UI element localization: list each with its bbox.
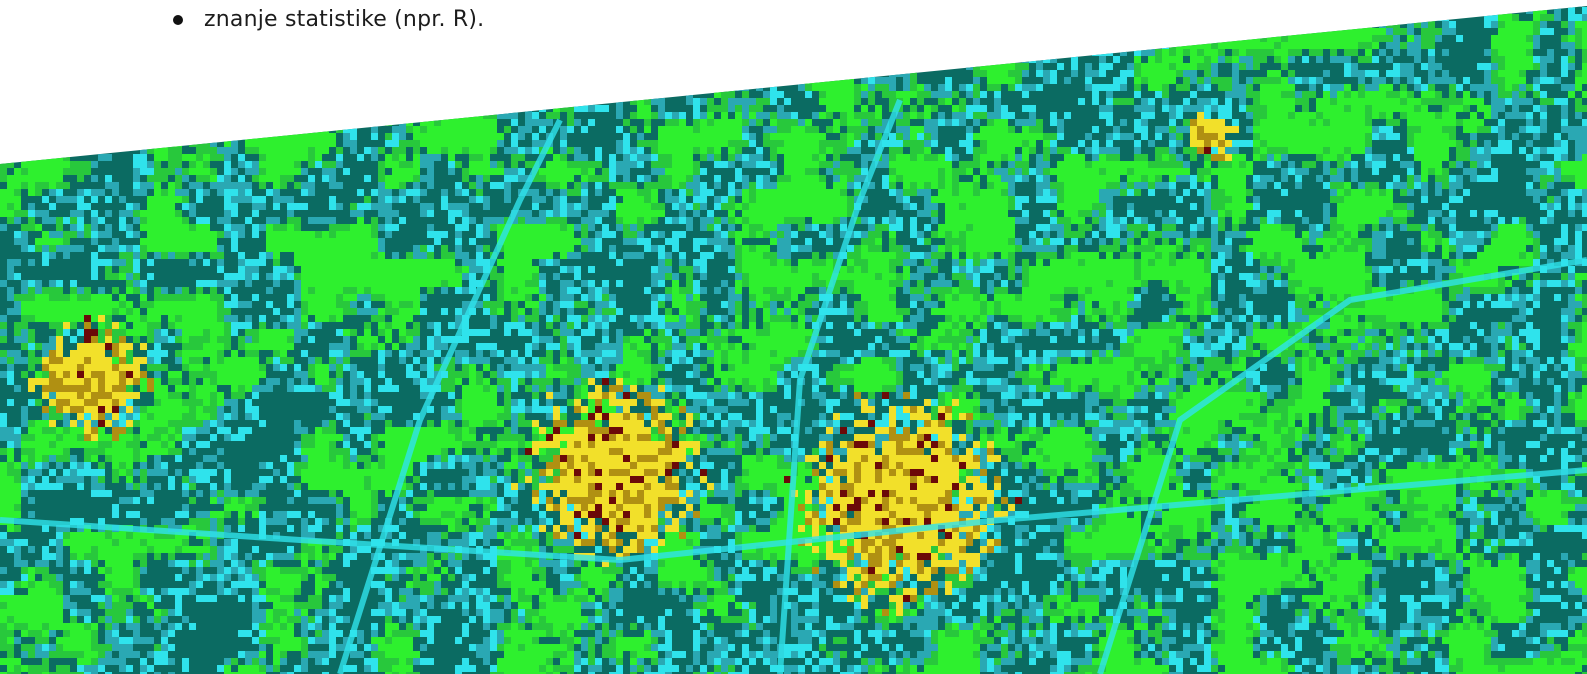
map-linear-feature: [0, 467, 1587, 564]
list-item: znanje statistike (npr. R).: [170, 4, 484, 36]
map-linear-feature: [777, 98, 903, 674]
requirements-list: znanje statistike (npr. R).: [170, 4, 484, 36]
bullet-icon: [173, 15, 183, 25]
map-linear-feature: [337, 118, 563, 674]
list-item-text: znanje statistike (npr. R).: [204, 7, 485, 32]
map-linear-feature: [1097, 257, 1587, 674]
